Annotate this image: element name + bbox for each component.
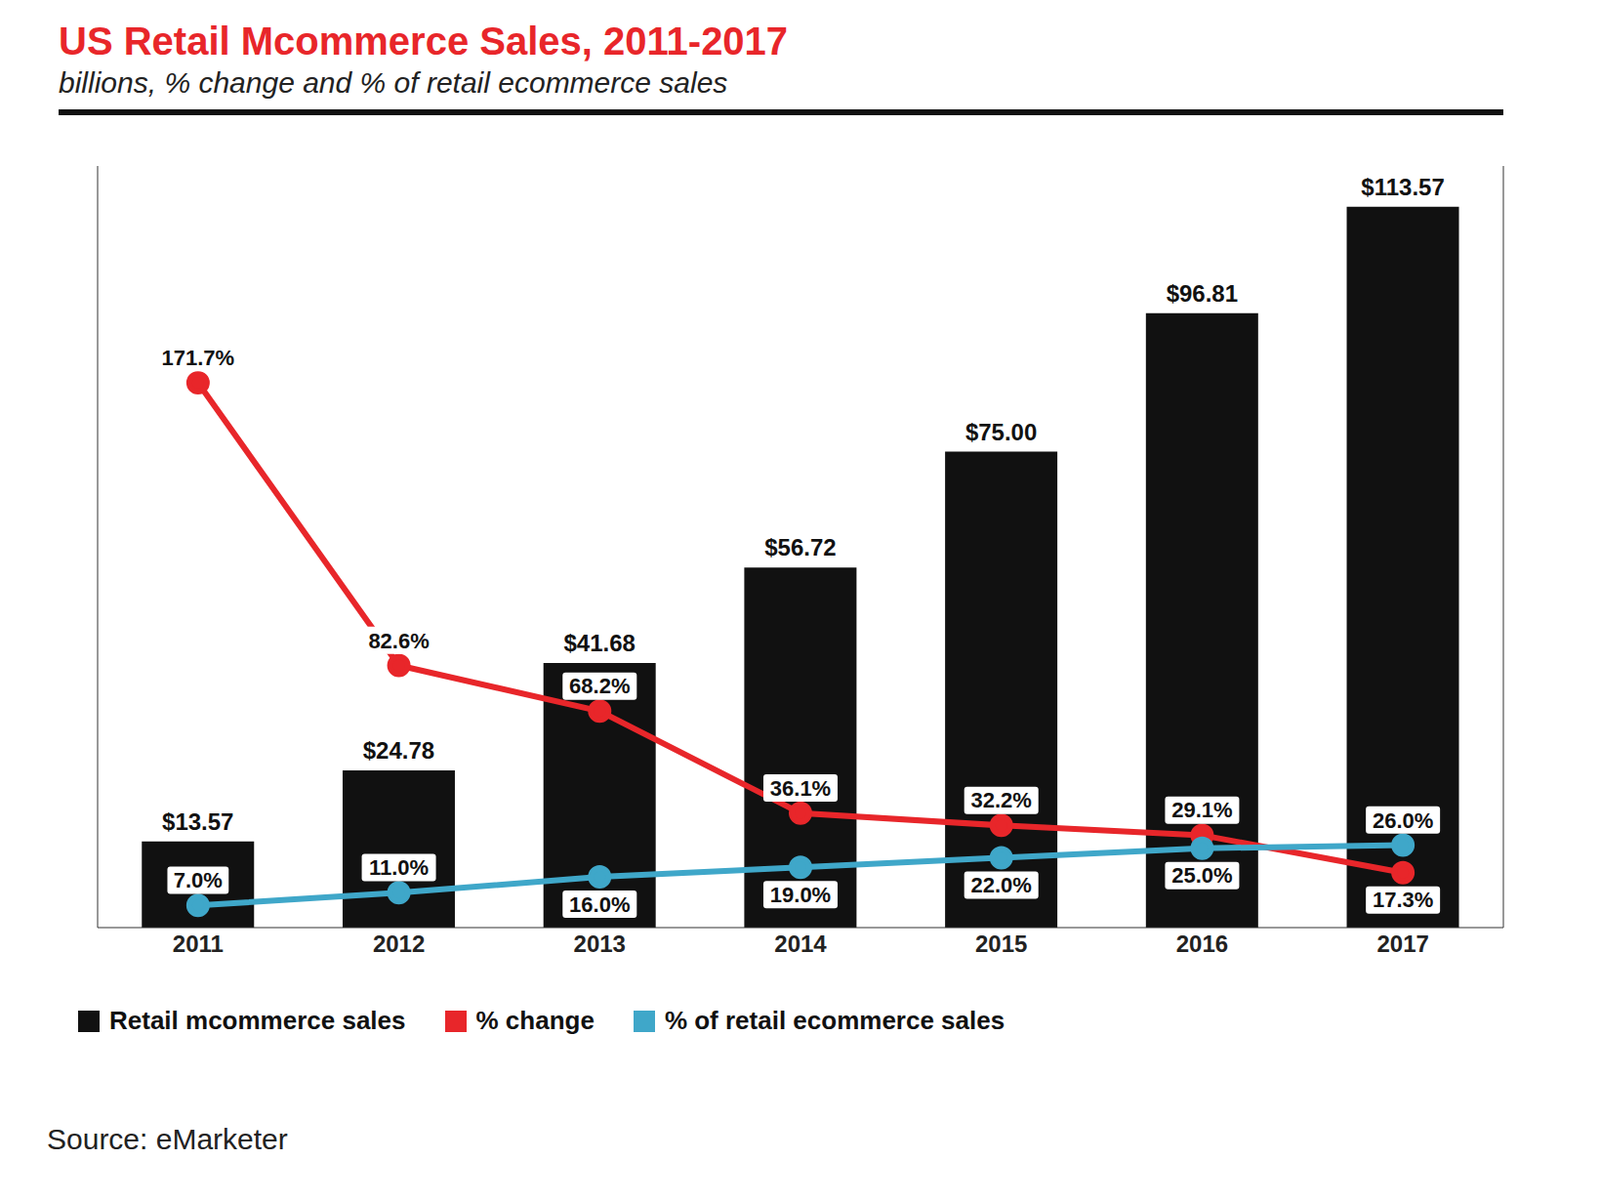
svg-text:$96.81: $96.81 [1166,280,1238,307]
svg-text:22.0%: 22.0% [971,872,1032,898]
html-text:% change: % change [475,1005,595,1035]
svg-text:25.0%: 25.0% [1171,862,1232,888]
svg-text:2011: 2011 [172,930,224,957]
svg-text:7.0%: 7.0% [173,867,223,893]
svg-text:$24.78: $24.78 [363,737,435,764]
svg-text:29.1%: 29.1% [1171,797,1232,822]
svg-text:2012: 2012 [372,930,425,957]
svg-text:32.2%: 32.2% [971,787,1032,813]
svg-text:2014: 2014 [774,930,827,957]
svg-text:2013: 2013 [574,930,626,957]
svg-text:$75.00: $75.00 [965,418,1037,446]
svg-text:2015: 2015 [975,930,1027,957]
svg-text:17.3%: 17.3% [1372,887,1434,912]
svg-text:$41.68: $41.68 [563,629,635,657]
svg-text:82.6%: 82.6% [368,628,429,654]
svg-text:171.7%: 171.7% [162,345,236,370]
html-text:US Retail Mcommerce Sales, 201: US Retail Mcommerce Sales, 2011-2017 [58,19,788,63]
svg-text:68.2%: 68.2% [569,673,630,698]
svg-text:$113.57: $113.57 [1360,173,1444,201]
html-text:billions, % change and % of re: billions, % change and % of retail ecomm… [58,66,728,99]
svg-text:2016: 2016 [1176,930,1229,957]
svg-text:16.0%: 16.0% [569,892,630,917]
html-text:Retail mcommerce sales: Retail mcommerce sales [109,1005,406,1035]
svg-text:19.0%: 19.0% [770,882,831,907]
svg-text:11.0%: 11.0% [369,855,429,880]
svg-text:$13.57: $13.57 [162,808,234,835]
html-text:% of retail ecommerce sales: % of retail ecommerce sales [664,1005,1005,1035]
svg-text:36.1%: 36.1% [770,776,831,801]
html-text:Source: eMarketer: Source: eMarketer [46,1122,288,1155]
svg-text:26.0%: 26.0% [1372,808,1434,833]
svg-text:$56.72: $56.72 [764,533,836,561]
svg-text:2017: 2017 [1376,930,1429,957]
